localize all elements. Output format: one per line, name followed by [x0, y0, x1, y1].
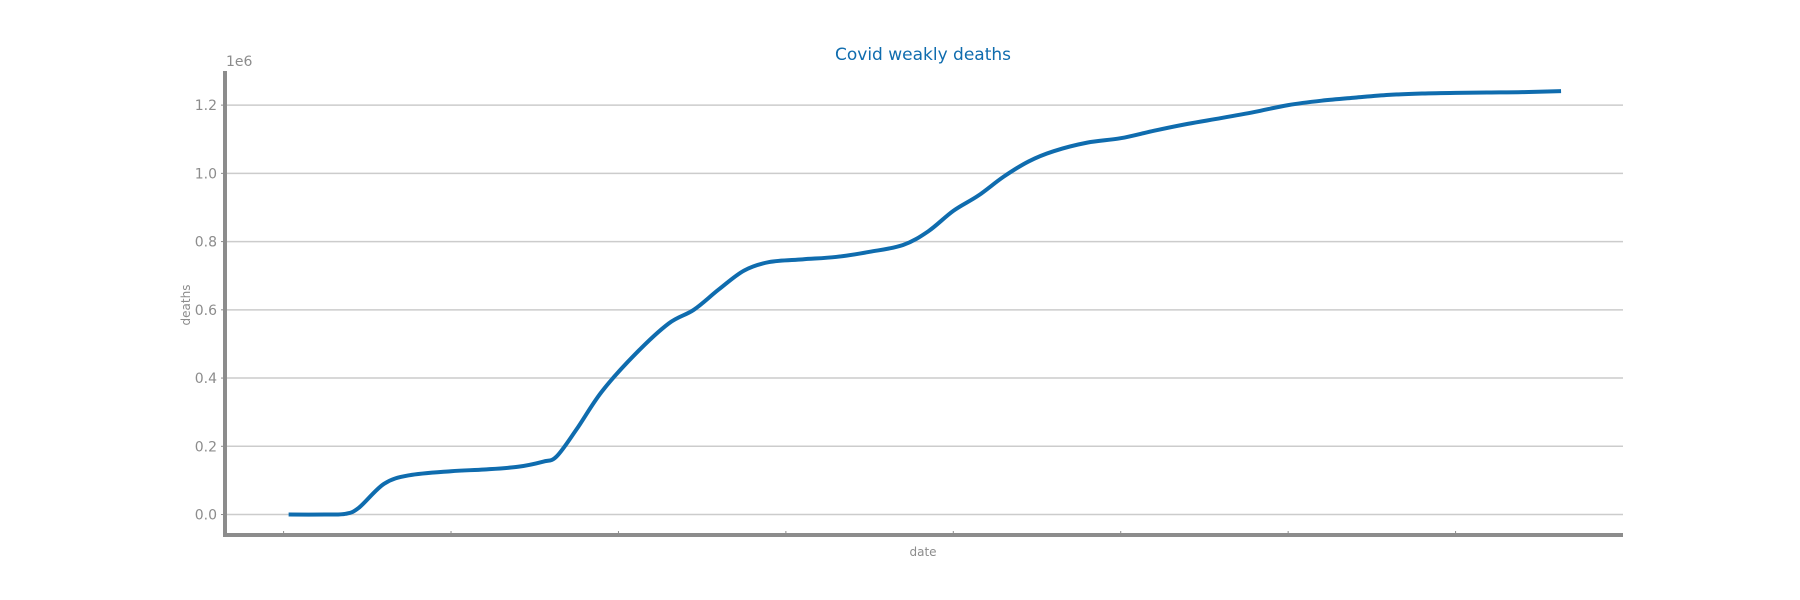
y-tick-label: 0.0 — [195, 508, 217, 524]
y-axis-label: deaths — [179, 285, 193, 326]
y-tick-label: 0.6 — [195, 303, 217, 319]
y-tick-label: 0.8 — [195, 235, 217, 251]
y-tick-label: 0.4 — [195, 371, 217, 387]
chart-title: Covid weakly deaths — [835, 45, 1011, 65]
y-tick-label: 1.2 — [195, 98, 217, 114]
y-tick-label: 0.2 — [195, 439, 217, 455]
x-axis-label: date — [909, 545, 936, 559]
series-layer — [288, 89, 1562, 517]
y-tick-labels: 0.0 0.2 0.4 0.6 0.8 1.0 1.2 — [195, 98, 225, 524]
y-tick-label: 1.0 — [195, 166, 217, 182]
y-axis-offset-label: 1e6 — [226, 54, 253, 70]
series-line — [288, 89, 1562, 517]
grid-lines — [225, 104, 1623, 516]
